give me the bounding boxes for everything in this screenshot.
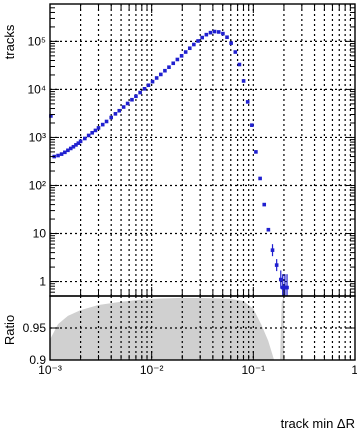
data-point [142,86,147,91]
x-tick-label: 10⁻³ [38,363,62,377]
data-point [183,50,188,54]
data-point [280,285,285,290]
data-point [100,122,105,127]
data-point [175,57,180,62]
data-point [68,146,73,151]
data-point [78,139,83,144]
ratio-y-tick-label: 0.95 [23,321,47,335]
data-point [146,83,151,88]
data-point [74,143,78,147]
y-tick-label: 1 [39,275,46,289]
data-point [241,79,246,83]
data-point [221,31,225,36]
data-point [49,114,53,118]
data-point [229,41,233,45]
data-point [154,76,159,80]
data-point [83,136,87,141]
data-point [104,119,109,124]
data-point [117,108,122,113]
data-point [163,68,167,73]
data-point [212,29,217,34]
data-point [159,72,163,77]
data-point [204,32,209,37]
data-point [250,123,254,127]
data-point [208,30,213,35]
data-point [66,148,70,153]
ratio-y-tick-label: 0.9 [29,353,46,367]
data-point [192,42,196,47]
data-point [96,126,101,130]
data-point [237,62,242,67]
data-point [278,277,283,282]
data-point [254,150,258,154]
data-point [71,144,76,149]
bottom-panel-grid [50,296,355,360]
data-point [283,285,287,290]
data-point [76,141,81,145]
x-tick-label: 10⁻² [140,363,164,377]
y-tick-label: 10³ [29,130,46,144]
top-panel-frame [49,3,356,297]
data-point [187,46,192,51]
data-point [171,61,176,66]
x-axis-title: track min ΔR [281,416,355,431]
y-tick-label: 10² [29,178,46,192]
x-tick-label: 1 [351,363,357,377]
data-point [93,128,98,133]
data-point [270,248,275,252]
data-point [266,227,271,232]
data-point [121,105,126,109]
data-point [130,97,134,102]
axis-ticks [49,3,356,361]
y-tick-label: 10⁵ [28,34,46,48]
data-point [285,285,289,290]
data-point [150,79,155,84]
data-point [86,133,91,138]
data-point [134,94,138,99]
top-y-axis-title: tracks [2,24,17,59]
data-point [200,35,204,40]
y-tick-label: 10 [33,227,47,241]
y-tick-label: 10⁴ [27,82,46,96]
bottom-y-axis-title: Ratio [2,315,17,345]
top-panel-grid [50,4,355,296]
data-point [125,101,130,106]
data-point [216,30,221,34]
tick-labels: 1 10 10² 10³ 10⁴ 10⁵ 0.9 0.95 10⁻³ 10⁻² 10⁻¹ 1 [23,34,357,377]
data-point [113,112,118,116]
x-tick-label: 10⁻¹ [241,363,265,377]
data-point [63,150,67,155]
data-point [274,263,279,267]
data-point [262,202,267,207]
data-point [56,153,60,158]
data-point [109,115,114,120]
data-point [233,50,238,54]
data-point [225,35,229,40]
data-point [258,176,262,181]
data-point [90,130,94,135]
data-point [196,39,200,43]
data-point [167,65,171,69]
data-point [59,152,64,156]
data-point [179,54,184,58]
data-point [245,100,250,104]
data-point [138,90,142,95]
